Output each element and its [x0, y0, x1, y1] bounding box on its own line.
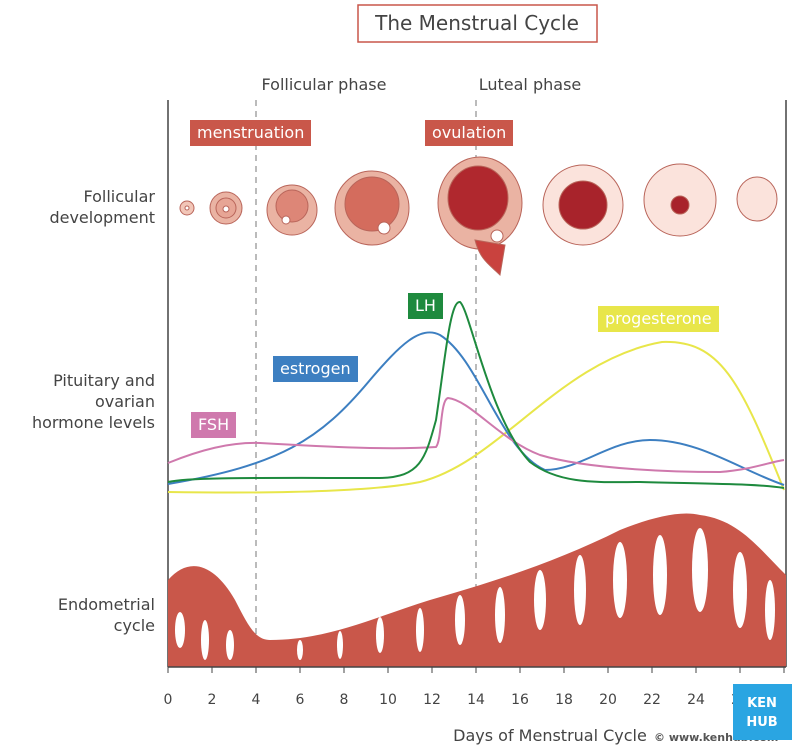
x-tick-label: 18: [555, 692, 573, 708]
logo-text: HUB: [746, 715, 777, 730]
title: The Menstrual Cycle: [374, 11, 579, 35]
phase-label: Luteal phase: [479, 75, 582, 94]
x-tick-label: 20: [599, 692, 617, 708]
hormone-curves: [167, 301, 785, 494]
event-label: menstruation: [190, 120, 312, 146]
x-tick-label: 24: [687, 692, 705, 708]
x-tick-label: 10: [379, 692, 397, 708]
event-label: ovulation: [425, 120, 514, 146]
hormone-label: LH: [408, 293, 443, 319]
x-tick-label: 12: [423, 692, 441, 708]
curve: [167, 396, 785, 474]
row-label: Pituitary and ovarian hormone levels: [31, 371, 155, 432]
hormone-label: progesterone: [598, 306, 719, 332]
curve: [167, 340, 785, 494]
x-tick-label: 2: [208, 692, 217, 708]
follicles: [179, 156, 778, 277]
hormone-label: estrogen: [273, 356, 358, 382]
x-axis-label: Days of Menstrual Cycle: [453, 726, 647, 745]
row-label: Follicular development: [49, 187, 155, 227]
logo-text: KEN: [747, 696, 777, 711]
curve: [167, 301, 785, 489]
x-tick-label: 0: [164, 692, 173, 708]
x-tick-label: 6: [296, 692, 305, 708]
x-tick-label: 22: [643, 692, 661, 708]
x-tick-label: 14: [467, 692, 485, 708]
x-tick-label: 4: [252, 692, 261, 708]
x-tick-label: 16: [511, 692, 529, 708]
curve: [167, 331, 785, 486]
row-label: Endometrial cycle: [57, 595, 155, 635]
title-box: [357, 4, 598, 43]
x-tick-label: 8: [340, 692, 349, 708]
hormone-label: FSH: [191, 412, 237, 438]
phase-label: Follicular phase: [262, 75, 387, 94]
endometrium: [168, 513, 786, 667]
logo: [733, 684, 792, 740]
